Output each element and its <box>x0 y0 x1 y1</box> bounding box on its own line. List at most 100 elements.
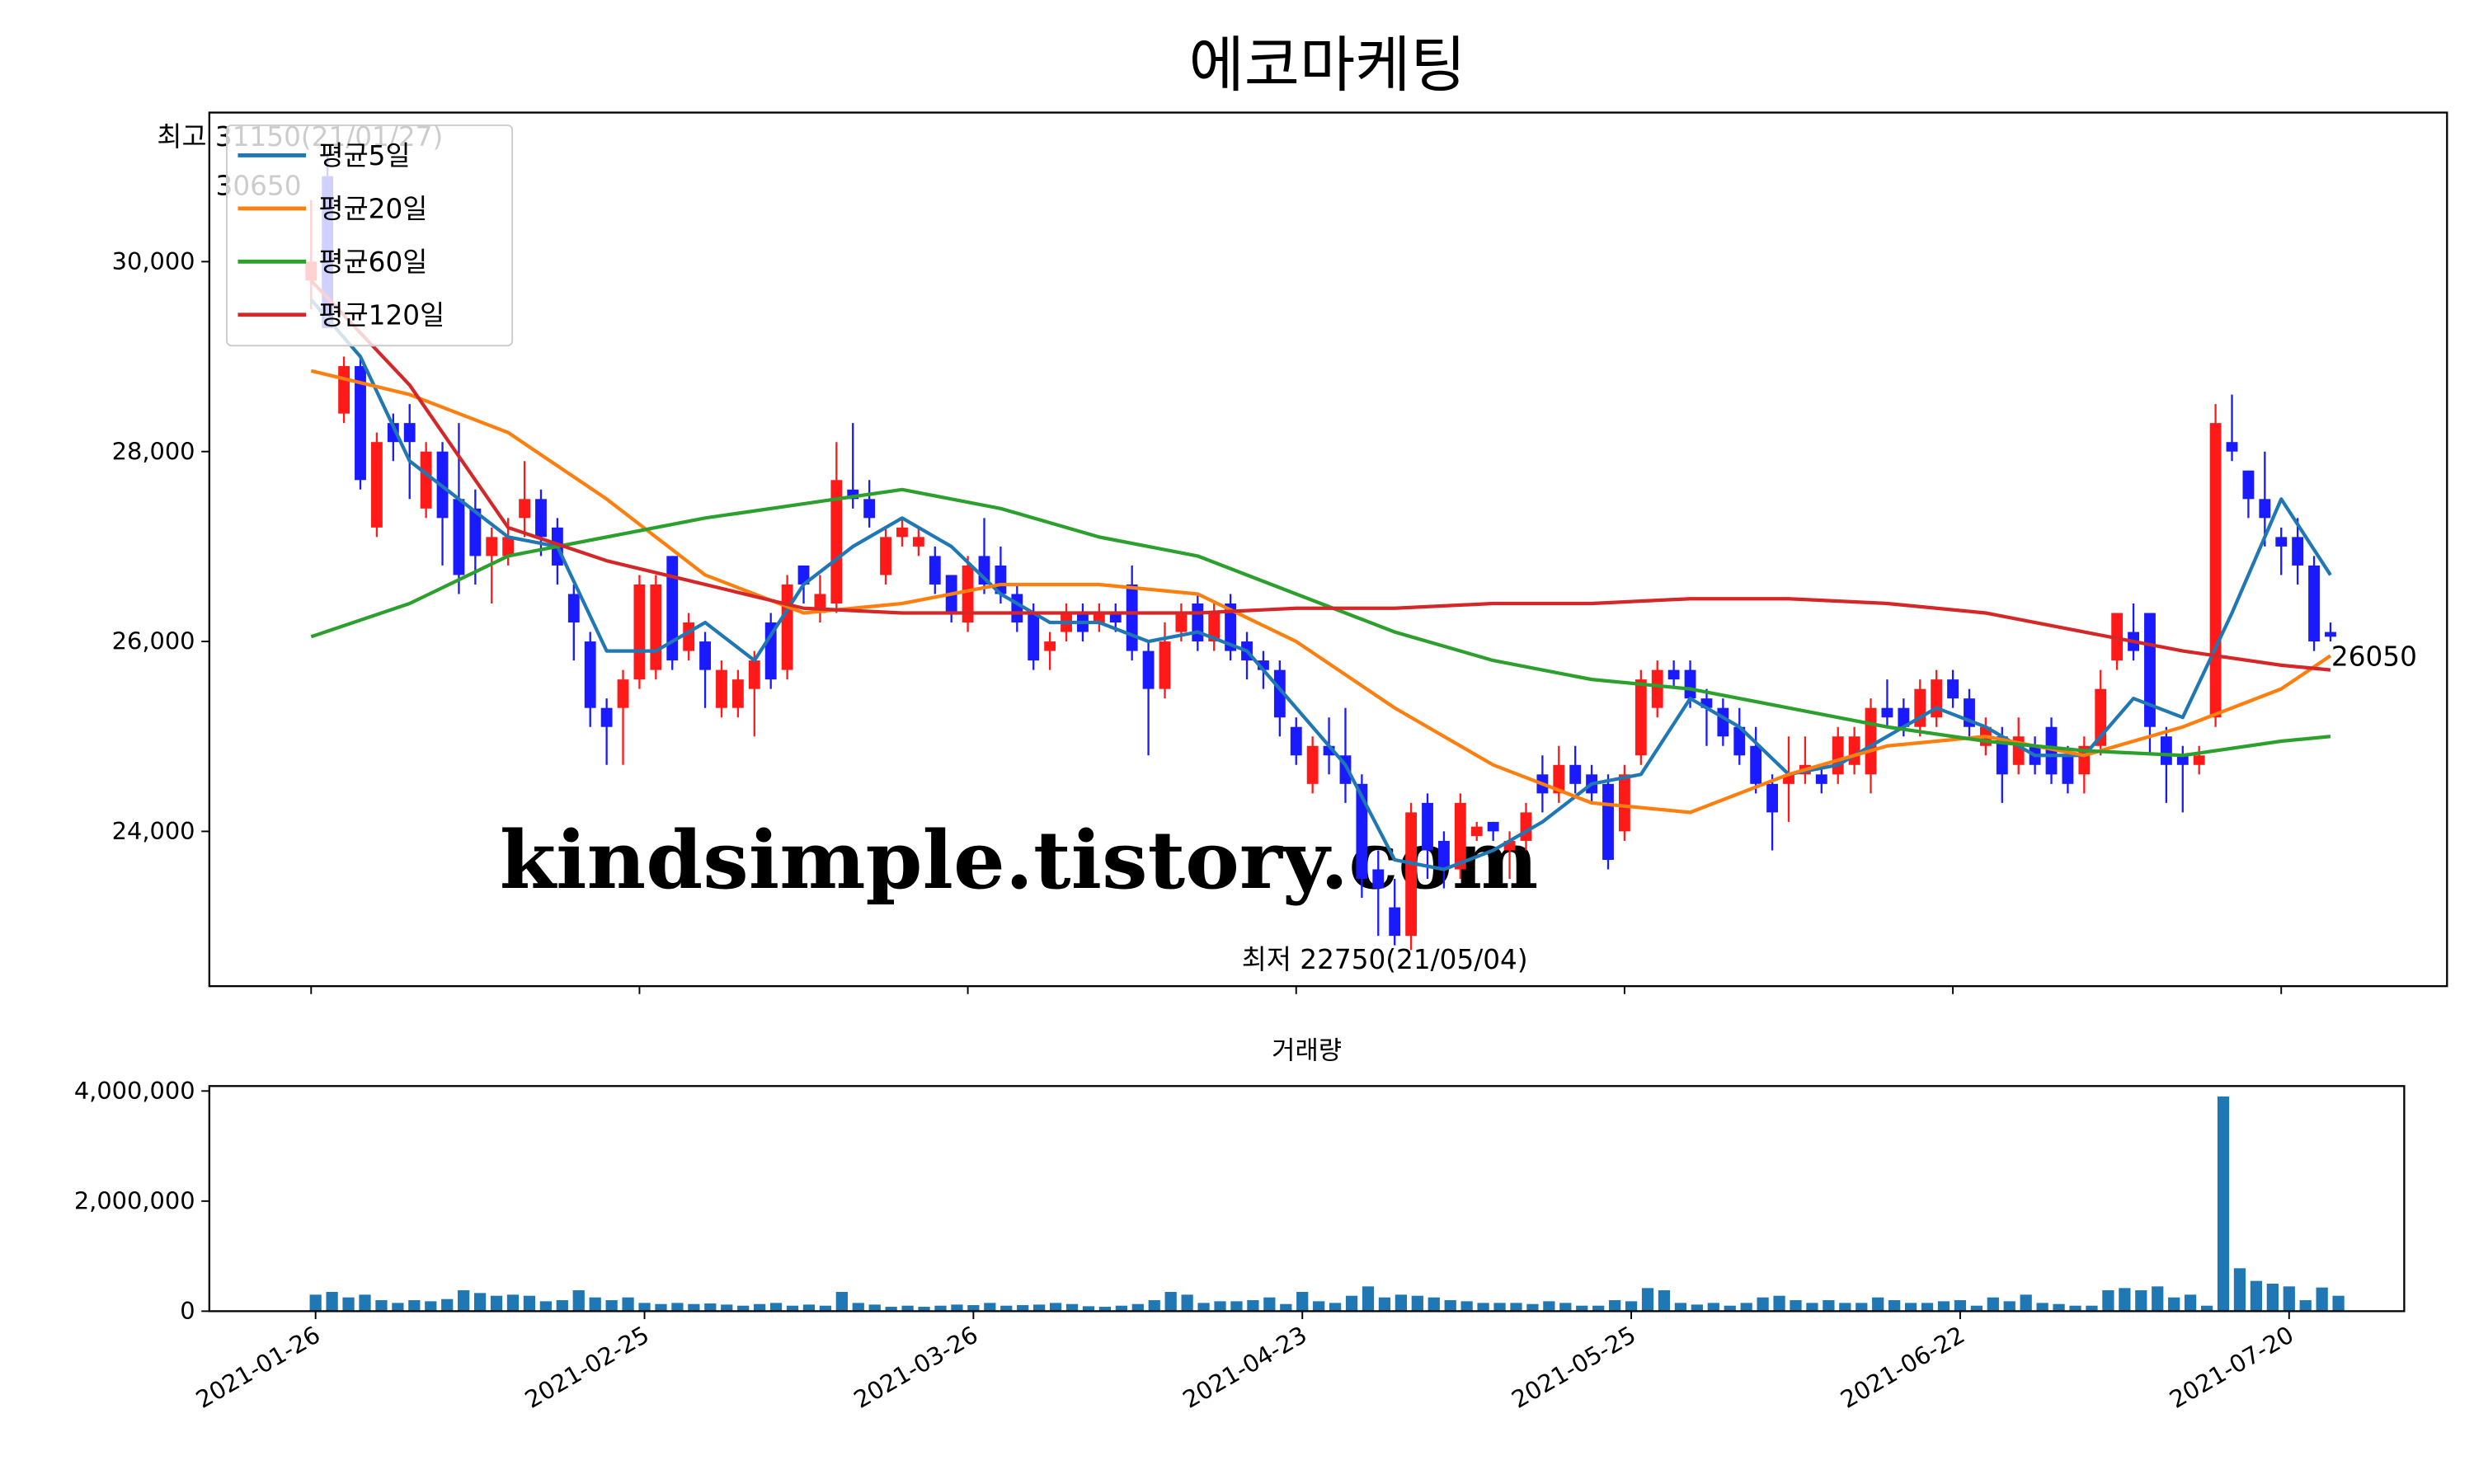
candle-body <box>1372 869 1385 889</box>
volume-bar <box>1181 1294 1193 1312</box>
volume-bar <box>1345 1295 1358 1312</box>
volume-bar <box>1823 1300 1835 1312</box>
volume-bar <box>967 1305 980 1312</box>
candle-body <box>1126 584 1138 651</box>
volume-bar <box>1641 1288 1654 1312</box>
volume-bar <box>1296 1292 1309 1312</box>
candle-body <box>2226 442 2238 452</box>
volume-bar <box>1559 1303 1572 1312</box>
volume-bar <box>2119 1288 2131 1312</box>
volume-bar <box>2299 1300 2312 1312</box>
price-frame <box>208 111 2448 988</box>
volume-bar <box>1065 1303 1079 1312</box>
candle-body <box>403 423 416 443</box>
volume-bar <box>754 1303 766 1312</box>
candle-body <box>1947 679 1959 699</box>
volume-bar <box>1773 1295 1785 1312</box>
volume-bar <box>1395 1294 1408 1312</box>
volume-bar <box>1263 1297 1276 1312</box>
volume-bar <box>1444 1300 1456 1312</box>
candle-body <box>1733 726 1746 756</box>
volume-bar <box>885 1307 897 1312</box>
watermark: kindsimple.tistory.com <box>500 814 1539 907</box>
volume-bar <box>1280 1303 1292 1312</box>
volume-bar <box>1757 1297 1769 1312</box>
volume-bar <box>2283 1286 2295 1312</box>
candle-body <box>1569 764 1582 784</box>
candle-body <box>1142 650 1155 689</box>
candle-body <box>387 423 399 443</box>
candle-body <box>830 480 843 603</box>
candle-body <box>1503 840 1516 851</box>
candle-body <box>1766 783 1779 813</box>
candle-body <box>1848 736 1860 765</box>
candle-body <box>502 537 515 556</box>
candle-body <box>535 499 547 538</box>
legend-label: 평균60일 <box>319 247 428 278</box>
candle-body <box>1898 707 1910 727</box>
volume-bar <box>1888 1300 1901 1312</box>
volume-bar <box>1609 1300 1621 1312</box>
candle-body <box>1881 707 1893 718</box>
candle-body <box>1093 613 1105 623</box>
candle-body <box>863 499 876 519</box>
volume-bar <box>1970 1305 1982 1312</box>
volume-bar <box>769 1303 783 1312</box>
chart-title: 에코마케팅 <box>1189 31 1466 101</box>
volume-bar <box>2316 1287 2328 1312</box>
volume-bar <box>506 1294 520 1312</box>
volume-bar <box>473 1293 487 1312</box>
volume-bar <box>1148 1300 1160 1312</box>
volume-bar <box>1493 1303 1506 1312</box>
candle-body <box>1208 613 1221 642</box>
volume-bar <box>1790 1300 1802 1312</box>
candle-body <box>2209 423 2222 718</box>
volume-bar <box>1460 1301 1473 1312</box>
legend-box <box>226 124 514 347</box>
candle-body <box>1553 764 1565 794</box>
volume-bar <box>1098 1307 1112 1312</box>
candle-body <box>584 641 596 708</box>
volume-bar <box>1691 1304 1703 1312</box>
volume-bar <box>2036 1303 2048 1312</box>
candle-body <box>1832 736 1844 775</box>
candle-body <box>1717 707 1729 737</box>
volume-bar <box>572 1290 585 1312</box>
candle-body <box>1520 812 1532 841</box>
y-tick-label: 30,000 <box>112 247 195 275</box>
volume-title: 거래량 <box>1272 1036 1342 1066</box>
candle-body <box>453 499 465 575</box>
volume-bar <box>721 1304 733 1312</box>
volume-bar <box>1082 1306 1095 1312</box>
candle-body <box>847 489 859 500</box>
volume-bar <box>1197 1303 1210 1312</box>
candle-body <box>2193 755 2205 765</box>
volume-bar <box>1230 1301 1243 1312</box>
candle-body <box>2308 565 2320 642</box>
candle-body <box>1750 745 1762 784</box>
candle-body <box>683 622 695 651</box>
candle-body <box>1389 907 1401 937</box>
candle-body <box>469 508 482 556</box>
candle-body <box>1422 802 1433 851</box>
volume-bar <box>852 1303 864 1312</box>
candle-body <box>2275 537 2288 547</box>
candle-body <box>929 556 941 585</box>
candle-body <box>1356 783 1368 880</box>
candle-body <box>2062 755 2074 784</box>
volume-bar <box>2135 1290 2147 1312</box>
volume-bar <box>1592 1305 1605 1312</box>
volume-bar <box>704 1303 717 1312</box>
volume-bar <box>2168 1297 2180 1312</box>
candle-body <box>666 556 679 661</box>
volume-bar <box>589 1297 601 1312</box>
volume-bar <box>539 1301 552 1312</box>
volume-bar <box>688 1303 700 1312</box>
legend-label: 평균20일 <box>319 193 428 224</box>
candle-body <box>1109 613 1122 623</box>
volume-bar <box>2020 1294 2032 1312</box>
candle-body <box>486 537 498 556</box>
volume-bar <box>1576 1305 1588 1312</box>
candle-body <box>567 594 580 623</box>
